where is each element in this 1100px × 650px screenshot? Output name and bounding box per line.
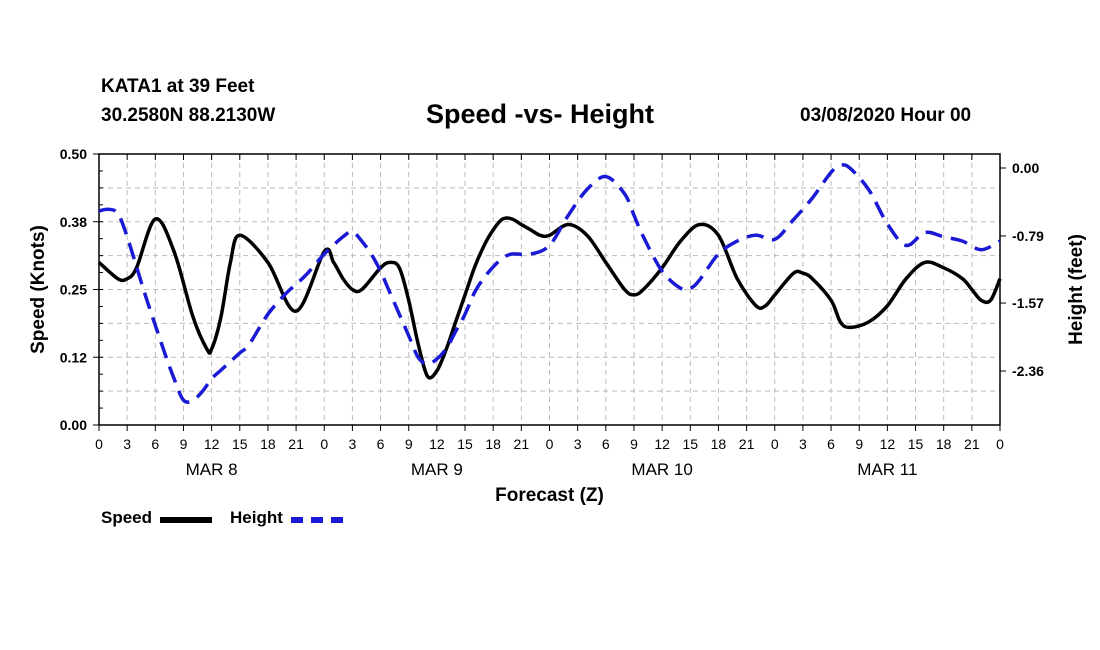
x-tick-label: 12 xyxy=(880,436,896,452)
x-tick-label: 21 xyxy=(964,436,980,452)
y2-tick-label: -1.57 xyxy=(1012,295,1044,311)
x-tick-label: 3 xyxy=(123,436,131,452)
x-tick-label: 15 xyxy=(232,436,248,452)
x-tick-label: 0 xyxy=(546,436,554,452)
x-tick-label: 15 xyxy=(457,436,473,452)
x-tick-label: 18 xyxy=(711,436,727,452)
y-tick-label: 0.12 xyxy=(60,349,87,365)
height-series-line xyxy=(98,163,1001,404)
day-label: MAR 9 xyxy=(411,460,463,479)
legend-speed-label: Speed xyxy=(101,508,153,527)
x-tick-label: 6 xyxy=(377,436,385,452)
x-tick-label: 0 xyxy=(771,436,779,452)
x-tick-label: 21 xyxy=(288,436,304,452)
day-label: MAR 11 xyxy=(857,460,917,479)
legend-height-label: Height xyxy=(230,508,283,527)
y-tick-label: 0.25 xyxy=(60,282,87,298)
x-tick-label: 0 xyxy=(95,436,103,452)
speed-series-line xyxy=(97,216,1002,380)
x-tick-label: 12 xyxy=(429,436,445,452)
x-tick-label: 18 xyxy=(485,436,501,452)
y2-tick-label: -0.79 xyxy=(1012,228,1044,244)
chart-title: Speed -vs- Height xyxy=(426,99,655,129)
x-tick-label: 0 xyxy=(320,436,328,452)
x-tick-label: 9 xyxy=(405,436,413,452)
station-label: KATA1 at 39 Feet xyxy=(101,76,255,97)
x-tick-label: 3 xyxy=(799,436,807,452)
legend-speed-swatch xyxy=(160,517,212,523)
x-tick-label: 9 xyxy=(630,436,638,452)
x-tick-label: 6 xyxy=(151,436,159,452)
day-label: MAR 8 xyxy=(186,460,238,479)
x-tick-label: 9 xyxy=(180,436,188,452)
y-axis-title: Speed (Knots) xyxy=(28,225,49,354)
y-tick-label: 0.50 xyxy=(60,146,87,162)
y-tick-label: 0.38 xyxy=(60,214,87,230)
x-tick-label: 9 xyxy=(855,436,863,452)
x-tick-label: 12 xyxy=(204,436,220,452)
x-tick-label: 18 xyxy=(260,436,276,452)
y2-tick-label: -2.36 xyxy=(1012,363,1044,379)
y2-axis-title: Height (feet) xyxy=(1066,234,1087,345)
x-tick-label: 3 xyxy=(574,436,582,452)
x-tick-label: 15 xyxy=(682,436,698,452)
series-lines xyxy=(97,163,1002,404)
x-tick-label: 18 xyxy=(936,436,952,452)
x-axis-title: Forecast (Z) xyxy=(495,485,604,506)
legend-height-swatch xyxy=(291,517,343,523)
y2-tick-label: 0.00 xyxy=(1012,160,1039,176)
x-tick-label: 21 xyxy=(739,436,755,452)
day-label: MAR 10 xyxy=(631,460,692,479)
x-tick-label: 3 xyxy=(349,436,357,452)
x-tick-label: 6 xyxy=(827,436,835,452)
grid-lines xyxy=(98,154,1001,425)
axes: 0 3 6 9 12 15 18 21 0 3 6 9 12 15 18 21 0 3 6 9 12 15 18 21 0 3 6 9… xyxy=(28,146,1087,506)
x-tick-label: 21 xyxy=(514,436,530,452)
y-tick-label: 0.00 xyxy=(60,417,87,433)
x-tick-label: 12 xyxy=(654,436,670,452)
x-tick-label: 6 xyxy=(602,436,610,452)
x-tick-label: 15 xyxy=(908,436,924,452)
station-coordinates: 30.2580N 88.2130W xyxy=(101,105,276,126)
issue-datetime: 03/08/2020 Hour 00 xyxy=(800,105,972,126)
x-tick-label: 0 xyxy=(996,436,1004,452)
